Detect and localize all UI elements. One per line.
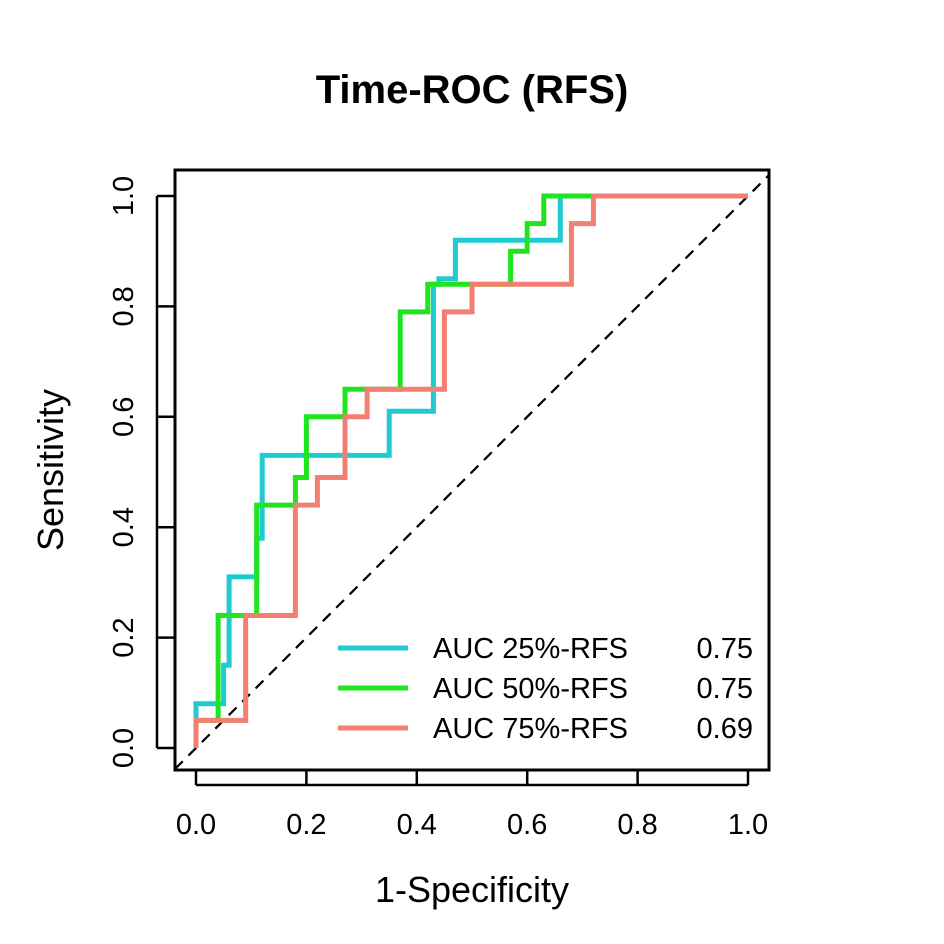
legend-auc-value-1: 0.75 xyxy=(697,633,753,665)
y-axis-label: Sensitivity xyxy=(30,389,71,551)
x-tick-label: 0.2 xyxy=(286,809,326,841)
x-tick-label: 0.4 xyxy=(397,809,437,841)
x-tick-label: 0.6 xyxy=(507,809,547,841)
x-tick-label: 1.0 xyxy=(728,809,768,841)
legend-label-3: AUC 75%-RFS xyxy=(433,713,628,745)
y-tick-label: 0.0 xyxy=(108,728,140,768)
roc-series-line-1 xyxy=(193,193,748,748)
plot-area xyxy=(174,174,770,770)
chart-title: Time-ROC (RFS) xyxy=(316,68,629,112)
legend-label-2: AUC 50%-RFS xyxy=(433,673,628,705)
y-tick-label: 1.0 xyxy=(108,176,140,216)
legend-auc-value-3: 0.69 xyxy=(697,713,753,745)
x-tick-label: 0.8 xyxy=(617,809,657,841)
legend-auc-value-2: 0.75 xyxy=(697,673,753,705)
y-tick-label: 0.6 xyxy=(108,397,140,437)
x-tick-label: 0.0 xyxy=(176,809,216,841)
y-tick-label: 0.8 xyxy=(108,286,140,326)
roc-series-line-3 xyxy=(193,193,748,748)
reference-diagonal-line xyxy=(174,174,770,770)
plot-frame xyxy=(173,168,771,772)
y-tick-label: 0.4 xyxy=(108,507,140,547)
y-tick-label: 0.2 xyxy=(108,617,140,657)
legend: AUC 25%-RFS 0.75 AUC 50%-RFS 0.75 AUC 75%-RF… xyxy=(338,633,753,745)
x-axis-label: 1-Specificity xyxy=(375,869,569,910)
legend-label-1: AUC 25%-RFS xyxy=(433,633,628,665)
axes: 0.0 0.2 0.4 0.6 0.8 1.0 0.0 0.2 0.4 0.6 0.8 1.0 xyxy=(108,176,768,841)
